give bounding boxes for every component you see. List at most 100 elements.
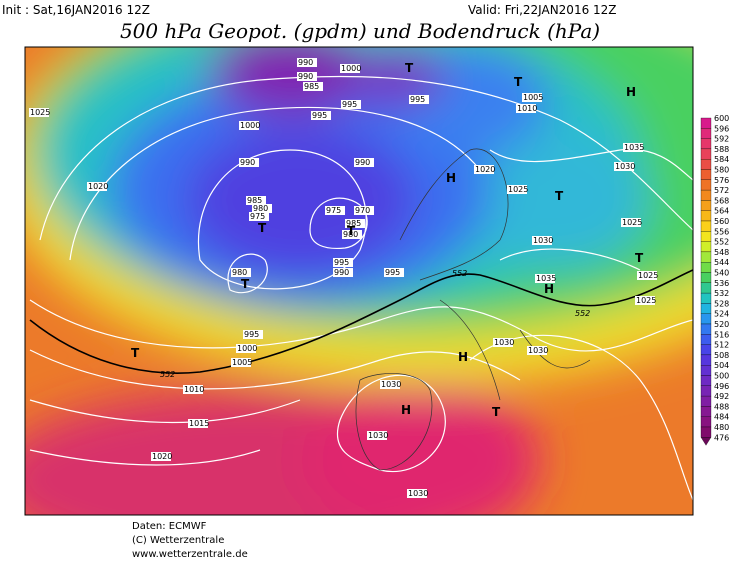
colorbar-label: 588 [714, 145, 729, 154]
colorbar-label: 532 [714, 289, 729, 298]
isobar-label: 990 [240, 158, 255, 167]
isobar-label-bg [380, 380, 400, 389]
coastlines [355, 148, 591, 471]
isobar-label-bg [345, 219, 365, 228]
pressure-center: T [131, 346, 140, 360]
isobar-label: 1000 [237, 344, 257, 353]
colorbar-label: 548 [714, 248, 729, 257]
isobar-label: 970 [355, 206, 370, 215]
isobar-label-bg [621, 218, 641, 227]
isobar-label: 1030 [615, 162, 635, 171]
isobar-label-bg [614, 162, 634, 171]
isobar-label-bg [239, 158, 259, 167]
isobar-label: 1000 [240, 121, 260, 130]
geopotential-label: 552 [575, 309, 590, 318]
isobar-label-bg [183, 385, 203, 394]
isobar-label: 995 [244, 330, 259, 339]
isobar-label: 1025 [622, 218, 642, 227]
colorbar-label: 476 [714, 433, 729, 442]
isobar-label: 1025 [508, 185, 528, 194]
isobar-label-bg [527, 346, 547, 355]
isobar-label-bg [493, 338, 513, 347]
colorbar-swatch [700, 138, 712, 150]
isobar-label: 985 [346, 219, 361, 228]
isobar-label: 1030 [533, 236, 553, 245]
colorbar-swatch [700, 334, 712, 345]
isobar-label: 995 [334, 258, 349, 267]
isobar-label: 985 [304, 82, 319, 91]
isobar-label: 995 [312, 111, 327, 120]
init-time: Init : Sat,16JAN2016 12Z [2, 3, 150, 17]
isobar-label: 975 [326, 206, 341, 215]
colorbar-label: 564 [714, 207, 729, 216]
isobar-label-bg [297, 58, 317, 67]
colorbar-swatch [700, 241, 712, 253]
isobar-label-bg [341, 100, 361, 109]
isobar-label: 1030 [368, 431, 388, 440]
isobar-label: 1030 [381, 380, 401, 389]
footer-source: Daten: ECMWF [132, 521, 207, 532]
isobar-label: 1030 [528, 346, 548, 355]
isobar-label: 975 [250, 212, 265, 221]
colorbar-label: 484 [714, 413, 729, 422]
map-title: 500 hPa Geopot. (gpdm) und Bodendruck (h… [120, 19, 600, 43]
isobar-label-bg [637, 271, 657, 280]
isobar-label-bg [409, 95, 429, 104]
colorbar-swatch [700, 262, 712, 273]
colorbar-label: 576 [714, 176, 729, 185]
colorbar-swatch [700, 416, 712, 428]
isobar-label: 990 [334, 268, 349, 277]
isobar-label: 1005 [232, 358, 252, 367]
isobar-label-bg [231, 268, 251, 277]
colorbar-swatch [700, 231, 712, 242]
colorbar-label: 580 [714, 166, 729, 175]
isobar-label: 990 [298, 58, 313, 67]
isobar-label: 980 [232, 268, 247, 277]
colorbar-swatch [700, 128, 712, 139]
colorbar-swatch [700, 406, 712, 417]
colorbar-swatch [700, 426, 712, 438]
pressure-center: H [458, 350, 468, 364]
isobar-label: 1015 [189, 419, 209, 428]
isobar-label: 1020 [152, 452, 172, 461]
isobar-label-bg [474, 165, 494, 174]
colorbar-swatch [700, 148, 712, 160]
isobar-label-bg [297, 72, 317, 81]
isobar-label: 1030 [408, 489, 428, 498]
colorbar-swatch [700, 159, 712, 170]
footer-copyright: (C) Wetterzentrale [132, 535, 224, 546]
pressure-center: H [626, 85, 636, 99]
geopotential-552-contour [29, 269, 693, 374]
isobar-label-bg [340, 64, 360, 73]
isobar-label-bg [151, 452, 171, 461]
isobar-label: 980 [253, 204, 268, 213]
colorbar-label: 504 [714, 361, 729, 370]
colorbar-swatch [700, 437, 712, 446]
pressure-center: H [401, 403, 411, 417]
isobar-label-bg [236, 344, 256, 353]
isobar-label: 1035 [536, 274, 556, 283]
colorbar-label: 520 [714, 320, 729, 329]
isobar-label-bg [311, 111, 331, 120]
colorbar-swatch [700, 179, 712, 191]
map-labels: 1025102010009909859809759809951000100510… [29, 58, 658, 498]
isobar-label: 1035 [624, 143, 644, 152]
isobar-label-bg [333, 258, 353, 267]
colorbar-label: 488 [714, 402, 729, 411]
colorbar-swatch [700, 354, 712, 366]
isobar-label: 1020 [88, 182, 108, 191]
isobar-label: 1010 [184, 385, 204, 394]
colorbar-label: 560 [714, 217, 729, 226]
colorbar-label: 496 [714, 382, 729, 391]
colorbar-label: 572 [714, 186, 729, 195]
isobar-label-bg [354, 206, 374, 215]
isobar-label: 1025 [30, 108, 50, 117]
colorbar-label: 528 [714, 299, 729, 308]
footer-url: www.wetterzentrale.de [132, 549, 248, 560]
colorbar-swatch [700, 282, 712, 294]
colorbar-label: 516 [714, 330, 729, 339]
isobar-label: 985 [247, 196, 262, 205]
pressure-center: T [347, 224, 356, 238]
